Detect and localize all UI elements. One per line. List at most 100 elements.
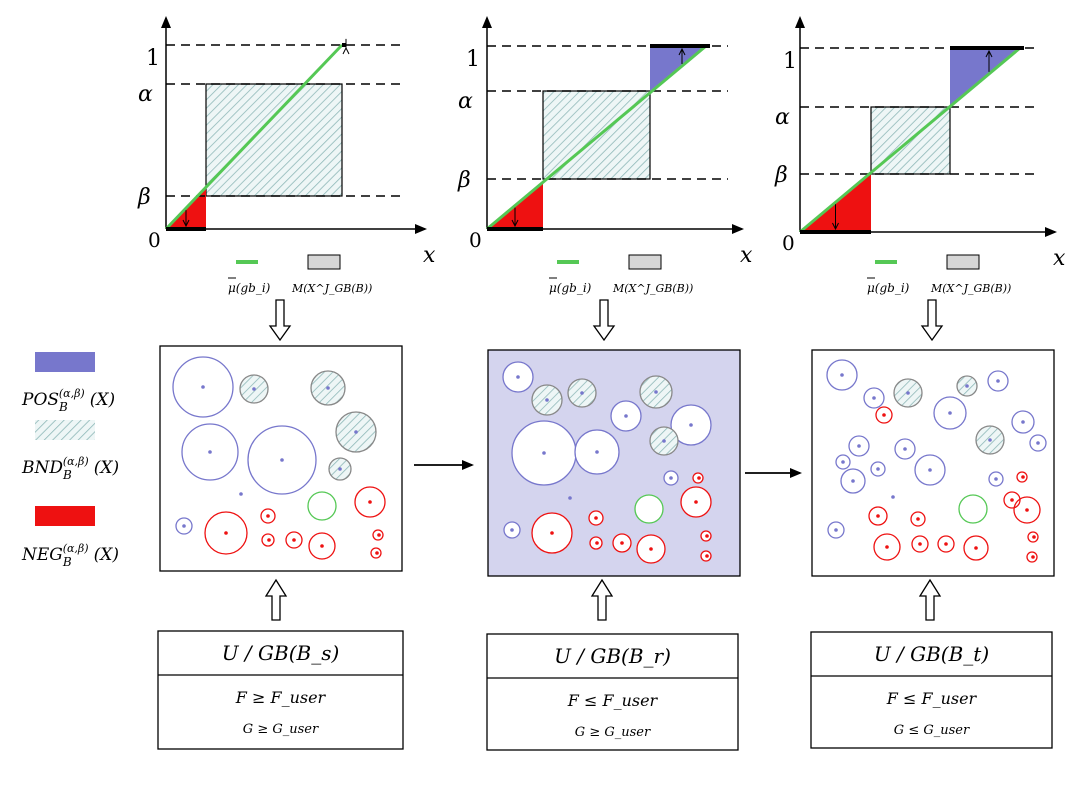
negative-ball (308, 532, 336, 560)
neg-down-arrow-head (832, 222, 839, 231)
panel-frame (811, 349, 1055, 577)
ball-center-dot (694, 500, 698, 504)
down-arrow-2 (592, 299, 616, 342)
ball-center-dot (1010, 498, 1014, 502)
ball-center-dot (542, 451, 546, 455)
negative-ball (1013, 496, 1041, 524)
positive-ball (172, 356, 234, 418)
positive-ball (914, 454, 946, 486)
pos-swatch (35, 352, 95, 372)
positive-ball (826, 359, 858, 391)
ball-center-dot (267, 538, 271, 542)
ball-center-dot (1032, 535, 1036, 539)
m-legend-swatch (307, 254, 341, 270)
label-one: 1 (146, 46, 160, 71)
bnd-swatch (35, 420, 95, 440)
label-alpha: α (138, 82, 153, 107)
ball-center-dot (1025, 508, 1029, 512)
membership-line (799, 46, 1021, 234)
plot-2: 1 α β 0 x μ(gb_i) M(X^J_GB(B)) (457, 16, 753, 295)
condition-title: U / GB(B_r) (554, 644, 671, 668)
up-arrow-2 (590, 578, 614, 621)
ball-center-dot (876, 514, 880, 518)
ball-center-dot (377, 533, 381, 537)
positive-ball (827, 521, 845, 539)
ball-center-dot (595, 541, 599, 545)
legend: POSB(α,β) (X) BNDB(α,β) (X) NEGB(α,β) (X) (21, 352, 119, 569)
ball-center-dot (201, 385, 205, 389)
negative-ball (1027, 531, 1039, 543)
label-zero: 0 (148, 228, 161, 252)
negative-ball (354, 486, 386, 518)
neg-legend-label: NEGB(α,β) (X) (21, 542, 119, 569)
ball-center-dot (834, 528, 838, 532)
ball-center-dot (266, 514, 270, 518)
ball-center-dot (654, 390, 658, 394)
ball-center-dot (624, 414, 628, 418)
green-ball (958, 494, 988, 524)
condition-inequality-g: G ≥ G_user (243, 722, 319, 737)
ball-center-dot (1036, 441, 1040, 445)
down-arrow-1 (268, 299, 292, 342)
condition-inequality-f: F ≥ F_user (235, 688, 327, 707)
ball-center-dot (208, 450, 212, 454)
positive-ball (987, 370, 1009, 392)
ball-center-dot (594, 516, 598, 520)
ball-center-dot (280, 458, 284, 462)
panel-frame (159, 345, 403, 572)
ball-center-dot (550, 531, 554, 535)
condition-frame (486, 633, 739, 751)
ball-center-dot (928, 468, 932, 472)
negative-ball (875, 406, 893, 424)
up-arrow-3 (918, 578, 942, 621)
ball-center-dot (292, 538, 296, 542)
negative-ball (873, 533, 901, 561)
ball-panel-1 (159, 345, 403, 572)
ball-panel-3 (811, 349, 1055, 577)
ball-center-dot (649, 547, 653, 551)
label-beta: β (457, 168, 471, 193)
ball-center-dot (876, 467, 880, 471)
negative-ball (1026, 551, 1038, 563)
ball-center-dot (994, 477, 998, 481)
condition-title: U / GB(B_t) (874, 642, 989, 666)
label-one: 1 (783, 49, 797, 74)
condition-box-1: U / GB(B_s) F ≥ F_user G ≥ G_user (157, 630, 404, 750)
negative-ball (285, 531, 303, 549)
condition-inequality-g: G ≥ G_user (575, 725, 651, 740)
positive-ball (175, 517, 193, 535)
membership-line (486, 44, 707, 231)
ball-center-dot (545, 398, 549, 402)
positive-ball (1011, 410, 1035, 434)
positive-ball (181, 423, 239, 481)
negative-ball (1003, 491, 1021, 509)
ball-center-dot (252, 387, 256, 391)
negative-ball (260, 508, 276, 524)
green-ball (307, 491, 337, 521)
boundary-region (542, 90, 651, 180)
m-legend-swatch (946, 254, 980, 270)
m-legend-swatch (628, 254, 662, 270)
ball-center-dot (974, 546, 978, 550)
plot-1: 1 α β 0 x μ(gb_i) M(X^J_GB(B)) (137, 16, 436, 295)
condition-box-3: U / GB(B_t) F ≤ F_user G ≤ G_user (810, 631, 1053, 749)
ball-center-dot (662, 439, 666, 443)
negative-ball (911, 535, 929, 553)
positive-ball (1029, 434, 1047, 452)
m-legend-label: M(X^J_GB(B)) (612, 282, 693, 295)
ball-center-dot (326, 386, 330, 390)
ball-center-dot (705, 554, 709, 558)
positive-ball (870, 461, 886, 477)
positive-ball (835, 454, 851, 470)
positive-ball (863, 387, 885, 409)
negative-ball (1016, 471, 1028, 483)
negative-ball (963, 535, 989, 561)
ball-center-dot (882, 413, 886, 417)
m-legend-label: M(X^J_GB(B)) (291, 282, 372, 295)
ball-center-dot (903, 447, 907, 451)
mu-legend-label: μ(gb_i) (228, 281, 271, 295)
plot-3: 1 α β 0 x μ(gb_i) M(X^J_GB(B)) (774, 16, 1066, 295)
pos-up-arrow-head (678, 47, 686, 56)
negative-ball (910, 511, 926, 527)
